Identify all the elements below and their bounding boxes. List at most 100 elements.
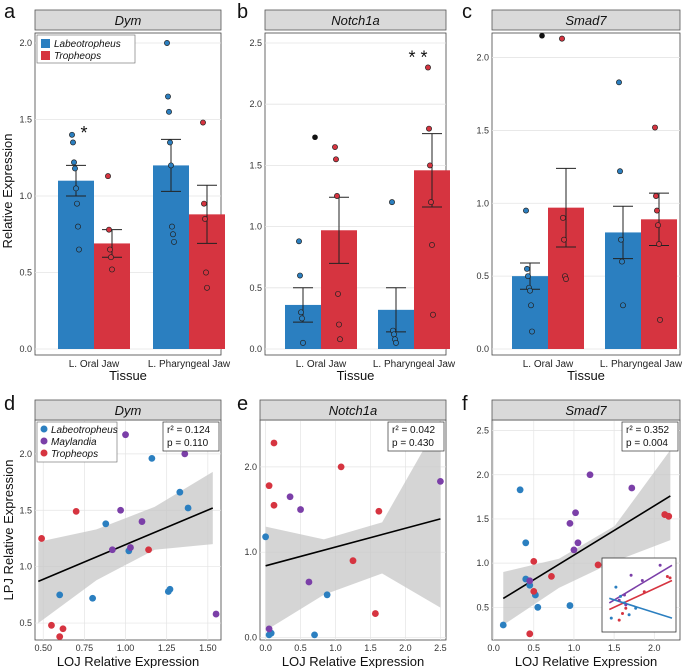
scatter-point xyxy=(586,471,594,479)
scatter-point xyxy=(56,633,64,641)
y-tick-label: 0.0 xyxy=(249,344,262,354)
inset-point xyxy=(624,606,628,610)
bar xyxy=(94,243,130,349)
data-point xyxy=(560,214,566,221)
legend-swatch xyxy=(41,39,50,48)
scatter-point xyxy=(102,520,110,528)
y-tick-label: 1.5 xyxy=(476,125,489,135)
data-point xyxy=(165,93,171,100)
data-point xyxy=(427,162,433,169)
panel-letter: f xyxy=(462,393,468,415)
y-tick-label: 1.5 xyxy=(19,505,32,515)
scatter-point xyxy=(499,621,507,629)
x-category-label: L. Pharyngeal Jaw xyxy=(148,359,231,370)
stats-frame xyxy=(387,421,445,452)
y-tick-label: 2.5 xyxy=(249,38,262,48)
panel-title: Dym xyxy=(115,403,142,418)
legend-swatch xyxy=(40,449,48,457)
stats-frame xyxy=(621,421,679,452)
y-tick-label: 1.0 xyxy=(19,562,32,572)
scatter-point xyxy=(176,488,184,496)
scatter-point xyxy=(184,504,192,512)
confidence-ribbon xyxy=(265,420,441,631)
scatter-point xyxy=(522,539,530,547)
legend-label: Labeotropheus xyxy=(54,39,121,50)
scatter-point xyxy=(297,506,304,513)
stats-frame xyxy=(162,421,220,452)
data-point xyxy=(561,236,567,243)
p-value-label: p = 0.110 xyxy=(167,438,209,449)
scatter-point xyxy=(349,557,357,565)
legend-swatch xyxy=(41,51,50,60)
data-point xyxy=(559,35,565,42)
data-point xyxy=(391,331,397,338)
data-point xyxy=(336,321,342,328)
inset-point xyxy=(627,613,631,617)
confidence-ribbon xyxy=(503,450,671,625)
data-point xyxy=(430,311,436,318)
x-tick-label: 2.5 xyxy=(434,643,447,653)
inset-point xyxy=(617,598,621,602)
y-tick-label: 2.0 xyxy=(244,462,257,472)
data-point xyxy=(74,200,80,207)
legend-label: Labeotropheus xyxy=(51,425,118,436)
data-point xyxy=(334,193,340,199)
panel-title: Notch1a xyxy=(331,13,379,28)
data-point xyxy=(333,156,339,163)
panel-strip xyxy=(259,399,447,421)
y-tick-label: 2.0 xyxy=(476,53,489,63)
data-point xyxy=(654,207,660,214)
x-tick-label: 1.25 xyxy=(158,643,176,653)
data-point xyxy=(425,64,431,71)
scatter-point xyxy=(265,482,273,490)
y-tick-label: 1.5 xyxy=(249,160,262,170)
data-point xyxy=(105,173,111,180)
inset-point xyxy=(621,611,624,615)
scatter-point xyxy=(311,631,318,639)
bar-panel-b: 0.0 0.5 1.0 1.5 2.0 2.5 * * L. Oral Jaw L. Phary… xyxy=(249,32,456,383)
scatter-point xyxy=(265,625,273,633)
data-point xyxy=(619,258,625,265)
x-axis-title: Tissue xyxy=(109,368,147,383)
y-tick-label: 1.0 xyxy=(476,198,489,208)
inset-point xyxy=(617,618,621,622)
scatter-point xyxy=(305,578,313,586)
legend-label: Tropheops xyxy=(51,449,98,460)
significance-marker: * xyxy=(80,123,87,143)
x-tick-label: 2.0 xyxy=(399,643,412,653)
data-point xyxy=(72,165,78,172)
data-point xyxy=(429,242,435,248)
scatter-point xyxy=(145,546,152,554)
y-tick-label: 0.5 xyxy=(476,271,489,281)
scatter-point xyxy=(323,591,331,599)
x-tick-label: 1.50 xyxy=(199,643,217,653)
legend-swatch xyxy=(40,425,48,433)
panel-letter: d xyxy=(4,393,15,415)
data-point xyxy=(169,223,175,230)
data-point xyxy=(200,119,206,126)
data-point xyxy=(428,199,434,206)
scatter-point xyxy=(181,450,189,458)
scatter-point xyxy=(72,507,80,515)
data-point xyxy=(75,223,81,230)
y-tick-label: 1.5 xyxy=(476,514,489,524)
inset-point xyxy=(665,575,669,579)
legend-swatch xyxy=(40,437,48,445)
y-axis-title: Relative Expression xyxy=(0,134,15,249)
data-point xyxy=(299,315,305,322)
y-tick-label: 0.0 xyxy=(476,344,489,354)
x-tick-label: 0.50 xyxy=(34,643,52,653)
scatter-point xyxy=(516,486,524,494)
x-axis-title: Tissue xyxy=(567,368,605,383)
scatter-point xyxy=(530,557,538,565)
panel-title: Smad7 xyxy=(565,403,607,418)
panel-letter: e xyxy=(237,393,248,415)
scatter-point xyxy=(108,546,116,554)
data-point xyxy=(300,339,306,346)
inset-point xyxy=(622,593,626,597)
panel-strip xyxy=(34,399,222,421)
inset-point xyxy=(619,594,623,598)
data-point xyxy=(296,238,302,245)
